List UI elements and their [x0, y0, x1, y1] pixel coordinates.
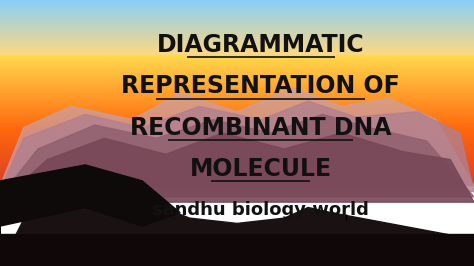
Text: MOLECULE: MOLECULE [190, 157, 332, 181]
Polygon shape [0, 234, 474, 266]
Polygon shape [0, 173, 474, 266]
Polygon shape [0, 114, 474, 197]
Polygon shape [0, 101, 474, 192]
Text: REPRESENTATION OF: REPRESENTATION OF [121, 74, 400, 98]
Text: RECOMBINANT DNA: RECOMBINANT DNA [130, 116, 392, 140]
Polygon shape [0, 133, 474, 202]
Polygon shape [0, 88, 474, 186]
Text: sandhu biology world: sandhu biology world [152, 201, 369, 219]
Polygon shape [0, 165, 180, 266]
Text: DIAGRAMMATIC: DIAGRAMMATIC [157, 33, 365, 57]
